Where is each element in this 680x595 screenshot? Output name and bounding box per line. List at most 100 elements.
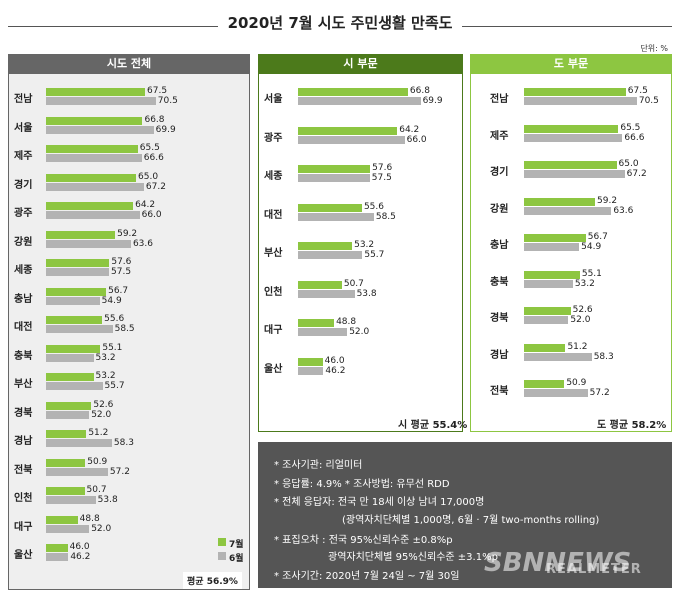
legend-label-july: 7월 [229, 540, 244, 550]
value-july: 50.9 [87, 456, 108, 467]
unit-label: 단위: % [640, 44, 668, 53]
value-june: 69.9 [155, 124, 176, 135]
row-label: 경기 [490, 167, 509, 178]
bar-july [524, 234, 586, 242]
value-july: 53.2 [95, 371, 116, 381]
bar-june [46, 353, 94, 362]
bar-july [46, 202, 134, 210]
bar-july [298, 165, 371, 173]
bar-june [46, 382, 103, 390]
value-june: 58.5 [375, 211, 396, 222]
bar-june [46, 154, 142, 162]
value-july: 57.6 [372, 163, 393, 173]
bar-july [46, 344, 101, 353]
value-july: 51.2 [567, 341, 588, 352]
value-june: 58.3 [113, 438, 134, 448]
row-label: 세종 [14, 265, 33, 276]
bar-june [524, 389, 588, 397]
bar-june [46, 410, 90, 419]
bar-june [524, 170, 625, 178]
value-july: 64.2 [135, 200, 156, 210]
bar-july [46, 515, 78, 524]
note-sampling-error-detail: 광역자치단체별 95%신뢰수준 ±3.1%p [328, 552, 498, 563]
bar-june [46, 524, 90, 533]
bar-june [524, 97, 637, 105]
bar-july [298, 319, 335, 327]
value-june: 66.6 [624, 132, 645, 143]
bar-june [524, 133, 623, 142]
legend-swatch-july [218, 538, 226, 546]
value-june: 66.0 [406, 134, 427, 145]
value-june: 46.2 [325, 365, 346, 376]
row-label: 울산 [264, 363, 283, 375]
value-july: 52.6 [93, 399, 114, 410]
bar-june [524, 243, 580, 251]
survey-info-box: * 조사기관: 리얼미터 * 응답률: 4.9% * 조사방법: 유무선 RDD… [258, 442, 672, 588]
bar-june [46, 125, 154, 134]
bar-june [46, 325, 113, 333]
row-label: 경남 [490, 349, 509, 361]
value-june: 58.5 [114, 324, 135, 334]
panel-header-0: 시도 전체 [8, 54, 250, 74]
value-july: 55.1 [102, 342, 123, 353]
bar-july [46, 544, 68, 552]
row-label: 대전 [14, 322, 33, 333]
bar-june [298, 135, 405, 144]
value-june: 53.2 [574, 278, 595, 289]
legend-swatch-june [218, 552, 226, 560]
value-june: 57.5 [371, 173, 392, 183]
value-june: 53.8 [356, 288, 377, 299]
value-july: 55.1 [581, 268, 602, 279]
value-july: 65.0 [618, 159, 639, 169]
bar-july [46, 373, 94, 381]
note-agency: * 조사기관: 리얼미터 [274, 460, 363, 471]
bar-june [46, 182, 144, 191]
note-respondents-detail: (광역자치단체별 1,000명, 6월 · 7월 two-months roll… [342, 515, 600, 526]
watermark-realmeter: REALMETER [546, 562, 642, 577]
value-june: 69.9 [422, 96, 443, 106]
value-june: 70.5 [157, 96, 178, 106]
row-label: 강원 [14, 236, 33, 248]
value-june: 66.0 [141, 210, 162, 220]
panel-header-2: 도 부문 [470, 54, 672, 74]
row-label: 충남 [14, 293, 33, 305]
row-label: 대구 [264, 325, 283, 336]
bar-june [46, 211, 140, 219]
bar-july [298, 88, 408, 96]
chart-title: 2020년 7월 시도 주민생활 만족도 [227, 14, 453, 32]
row-label: 서울 [264, 94, 283, 105]
row-label: 광주 [14, 208, 33, 219]
bar-july [524, 161, 617, 169]
value-july: 46.0 [324, 355, 345, 366]
row-label: 경북 [14, 407, 33, 419]
bar-june [298, 251, 363, 259]
bar-july [46, 287, 107, 296]
row-label: 전북 [490, 386, 509, 397]
note-response-rate: * 응답률: 4.9% * 조사방법: 유무선 RDD [274, 479, 450, 490]
row-label: 울산 [14, 550, 33, 561]
bar-june [46, 439, 112, 447]
row-label: 서울 [14, 122, 33, 134]
value-june: 53.8 [97, 495, 118, 505]
bar-june [46, 268, 109, 276]
title-rule-right [462, 26, 672, 27]
value-june: 46.2 [70, 552, 91, 562]
panel-header-1: 시 부문 [258, 54, 463, 74]
row-label: 충북 [14, 350, 33, 362]
bar-july [46, 458, 86, 467]
value-july: 48.8 [79, 513, 100, 524]
bar-june [298, 97, 421, 105]
legend-label-june: 6월 [229, 554, 244, 564]
value-june: 57.2 [109, 466, 130, 477]
value-july: 50.9 [566, 378, 587, 388]
value-june: 52.0 [570, 315, 591, 325]
bar-june [298, 289, 355, 298]
bar-july [46, 316, 103, 324]
bar-july [524, 88, 626, 96]
bar-june [46, 467, 108, 476]
value-july: 67.5 [147, 86, 168, 96]
bar-july [524, 197, 596, 206]
value-june: 63.6 [613, 205, 634, 216]
panel-average: 도 평균 58.2% [597, 420, 667, 431]
bar-june [524, 352, 592, 361]
